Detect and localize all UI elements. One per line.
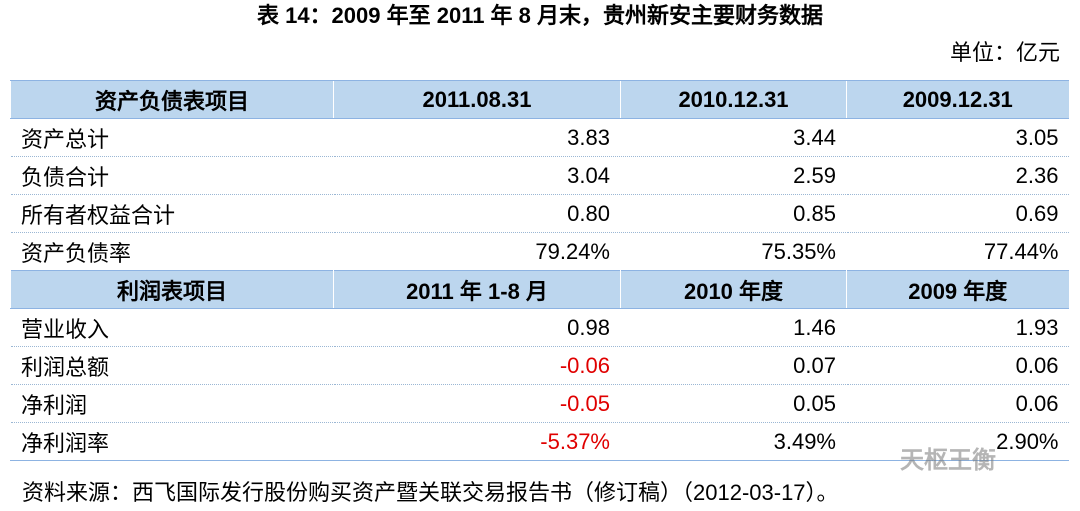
value-cell: 0.05: [620, 384, 847, 423]
value-cell: 0.07: [620, 346, 847, 385]
row-label: 营业收入: [10, 308, 334, 347]
data-row: 所有者权益合计 0.80 0.85 0.69: [10, 194, 1069, 233]
unit-label: 单位：亿元: [949, 40, 1060, 65]
data-row: 净利润 -0.05 0.05 0.06: [10, 384, 1069, 423]
header-cell: 2011.08.31: [333, 80, 621, 119]
header-cell: 2010 年度: [620, 270, 847, 309]
value-cell: 3.04: [333, 156, 621, 195]
table-title: 表 14：2009 年至 2011 年 8 月末，贵州新安主要财务数据: [256, 3, 824, 28]
header-cell: 资产负债表项目: [10, 80, 334, 119]
data-row: 营业收入 0.98 1.46 1.93: [10, 308, 1069, 347]
data-row: 资产总计 3.83 3.44 3.05: [10, 118, 1069, 157]
header-cell: 利润表项目: [10, 270, 334, 309]
data-row: 利润总额 -0.06 0.07 0.06: [10, 346, 1069, 385]
value-cell: 77.44%: [846, 232, 1069, 271]
row-label: 所有者权益合计: [10, 194, 334, 233]
value-cell: 0.06: [846, 346, 1069, 385]
row-label: 净利润: [10, 384, 334, 423]
data-row: 负债合计 3.04 2.59 2.36: [10, 156, 1069, 195]
financial-table: 资产负债表项目 2011.08.31 2010.12.31 2009.12.31 资产总…: [10, 80, 1069, 461]
header-row: 资产负债表项目 2011.08.31 2010.12.31 2009.12.31: [10, 80, 1069, 119]
value-cell: -0.05: [333, 384, 621, 423]
source-note: 资料来源：西飞国际发行股份购买资产暨关联交易报告书（修订稿）（2012-03-1…: [22, 480, 839, 505]
value-cell: 0.98: [333, 308, 621, 347]
value-cell: 3.44: [620, 118, 847, 157]
value-cell: -5.37%: [333, 422, 621, 461]
value-cell: 3.83: [333, 118, 621, 157]
value-cell: 79.24%: [333, 232, 621, 271]
row-label: 资产总计: [10, 118, 334, 157]
header-cell: 2010.12.31: [620, 80, 847, 119]
value-cell: 1.93: [846, 308, 1069, 347]
value-cell: 3.49%: [620, 422, 847, 461]
row-label: 资产负债率: [10, 232, 334, 271]
header-cell: 2009 年度: [846, 270, 1069, 309]
value-cell: 0.06: [846, 384, 1069, 423]
row-label: 净利润率: [10, 422, 334, 461]
value-cell: 2.36: [846, 156, 1069, 195]
value-cell: 0.85: [620, 194, 847, 233]
value-cell: 0.80: [333, 194, 621, 233]
value-cell: 2.90%: [846, 422, 1069, 461]
header-row: 利润表项目 2011 年 1-8 月 2010 年度 2009 年度: [10, 270, 1069, 309]
data-row: 净利润率 -5.37% 3.49% 2.90%: [10, 422, 1069, 461]
value-cell: -0.06: [333, 346, 621, 385]
watermark: 天枢王衡: [900, 447, 996, 474]
header-cell: 2009.12.31: [846, 80, 1069, 119]
row-label: 利润总额: [10, 346, 334, 385]
header-cell: 2011 年 1-8 月: [333, 270, 621, 309]
row-label: 负债合计: [10, 156, 334, 195]
value-cell: 1.46: [620, 308, 847, 347]
data-row: 资产负债率 79.24% 75.35% 77.44%: [10, 232, 1069, 271]
value-cell: 75.35%: [620, 232, 847, 271]
value-cell: 0.69: [846, 194, 1069, 233]
value-cell: 2.59: [620, 156, 847, 195]
value-cell: 3.05: [846, 118, 1069, 157]
